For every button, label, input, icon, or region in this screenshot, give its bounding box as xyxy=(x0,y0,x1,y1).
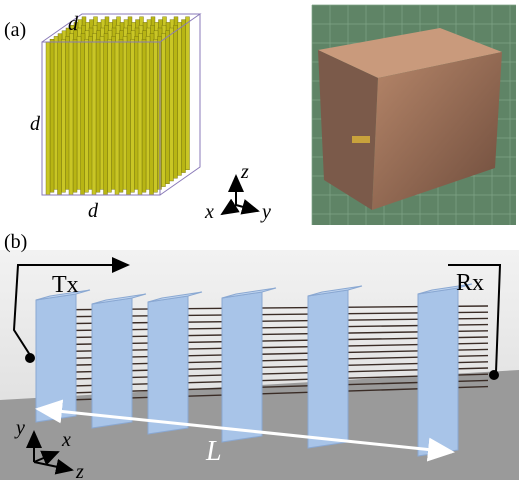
wire xyxy=(119,39,123,192)
tx-port xyxy=(26,354,34,362)
axis-label: z xyxy=(75,461,84,480)
wire xyxy=(108,39,112,192)
wire xyxy=(166,31,170,184)
wire xyxy=(96,39,100,192)
foam-block xyxy=(418,288,458,456)
wire xyxy=(170,28,174,181)
figure: (a) d d d z x y (b) Tx Rx L y x z xyxy=(0,0,519,480)
wire xyxy=(69,42,73,195)
axis-label: x xyxy=(61,429,71,451)
wire xyxy=(85,39,89,192)
axis-label: z xyxy=(240,161,249,183)
wire xyxy=(73,39,77,192)
axis-x xyxy=(222,205,236,214)
wire xyxy=(81,42,85,195)
length-label: L xyxy=(205,436,222,467)
wire-medium xyxy=(46,17,190,195)
wire xyxy=(142,39,146,192)
wire xyxy=(62,39,66,192)
foam-block xyxy=(308,290,348,448)
dimension-label: d xyxy=(68,13,79,35)
axis-y xyxy=(236,205,258,211)
wire xyxy=(104,42,108,195)
wire xyxy=(138,42,142,195)
axes-a xyxy=(222,176,258,214)
axis-label: y xyxy=(14,417,25,439)
connector xyxy=(352,136,370,143)
wire xyxy=(115,42,119,195)
panel-label: (b) xyxy=(4,231,27,253)
wire xyxy=(178,22,182,175)
wire xyxy=(182,20,186,173)
wire xyxy=(58,42,62,195)
cube-photo xyxy=(312,5,516,225)
foam-block xyxy=(148,296,188,434)
wire xyxy=(46,42,50,195)
foam-block xyxy=(92,298,132,428)
foam-block xyxy=(36,294,76,422)
wire xyxy=(174,25,178,178)
wire xyxy=(186,17,190,170)
axis-label: x xyxy=(204,201,214,223)
wire xyxy=(162,34,166,187)
tx-label: Tx xyxy=(52,272,79,298)
dimension-label: d xyxy=(88,200,99,222)
wire xyxy=(131,39,135,192)
wire xyxy=(154,39,158,192)
axis-label: y xyxy=(260,201,271,223)
rx-port xyxy=(490,371,498,379)
foam-block xyxy=(222,292,262,442)
wire xyxy=(127,42,131,195)
rx-label: Rx xyxy=(456,270,484,296)
wire xyxy=(50,39,54,192)
panel-label: (a) xyxy=(4,19,26,41)
wire xyxy=(150,42,154,195)
dimension-label: d xyxy=(30,113,41,135)
wire xyxy=(92,42,96,195)
